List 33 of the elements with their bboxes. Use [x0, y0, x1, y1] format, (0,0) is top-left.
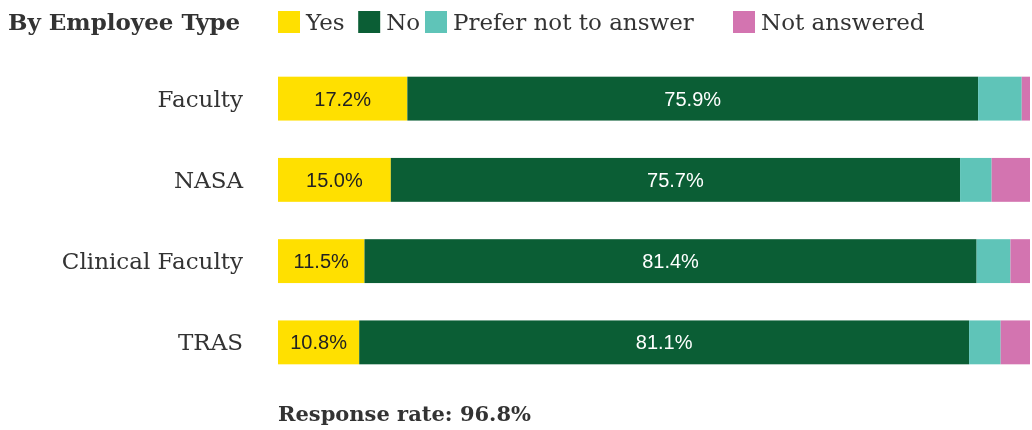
bar — [978, 76, 1022, 121]
bar — [1021, 76, 1030, 121]
bar — [960, 157, 992, 202]
bar — [969, 320, 1001, 365]
bar — [991, 157, 1030, 202]
data-label: 11.5% — [293, 250, 350, 273]
data-label: 17.2% — [314, 87, 372, 110]
bar — [359, 320, 970, 365]
chart-title: By Employee Type — [8, 8, 241, 36]
bar — [390, 157, 961, 202]
data-label: 81.1% — [635, 331, 693, 354]
bar — [364, 239, 977, 284]
bar — [407, 76, 979, 121]
y-tick-label: Clinical Faculty — [61, 248, 243, 275]
data-label: 10.8% — [290, 331, 348, 354]
y-tick-label: NASA — [173, 166, 244, 193]
data-label: 75.7% — [647, 168, 704, 191]
legend-label: Not answered — [761, 9, 925, 36]
bar — [278, 76, 408, 121]
legend-label: Prefer not to answer — [453, 9, 694, 36]
legend-label: Yes — [305, 9, 345, 36]
bar — [1000, 320, 1030, 365]
annotation: Response rate: 96.8% — [278, 401, 532, 427]
bar — [278, 157, 391, 202]
data-label: 81.4% — [642, 250, 700, 273]
legend-label: No — [386, 9, 421, 36]
data-label: 15.0% — [306, 168, 363, 191]
y-tick-label: TRAS — [177, 329, 243, 356]
bar — [1010, 239, 1030, 284]
y-tick-label: Faculty — [157, 85, 243, 112]
bar — [278, 239, 365, 284]
data-label: 75.9% — [664, 87, 722, 110]
bar — [976, 239, 1011, 284]
